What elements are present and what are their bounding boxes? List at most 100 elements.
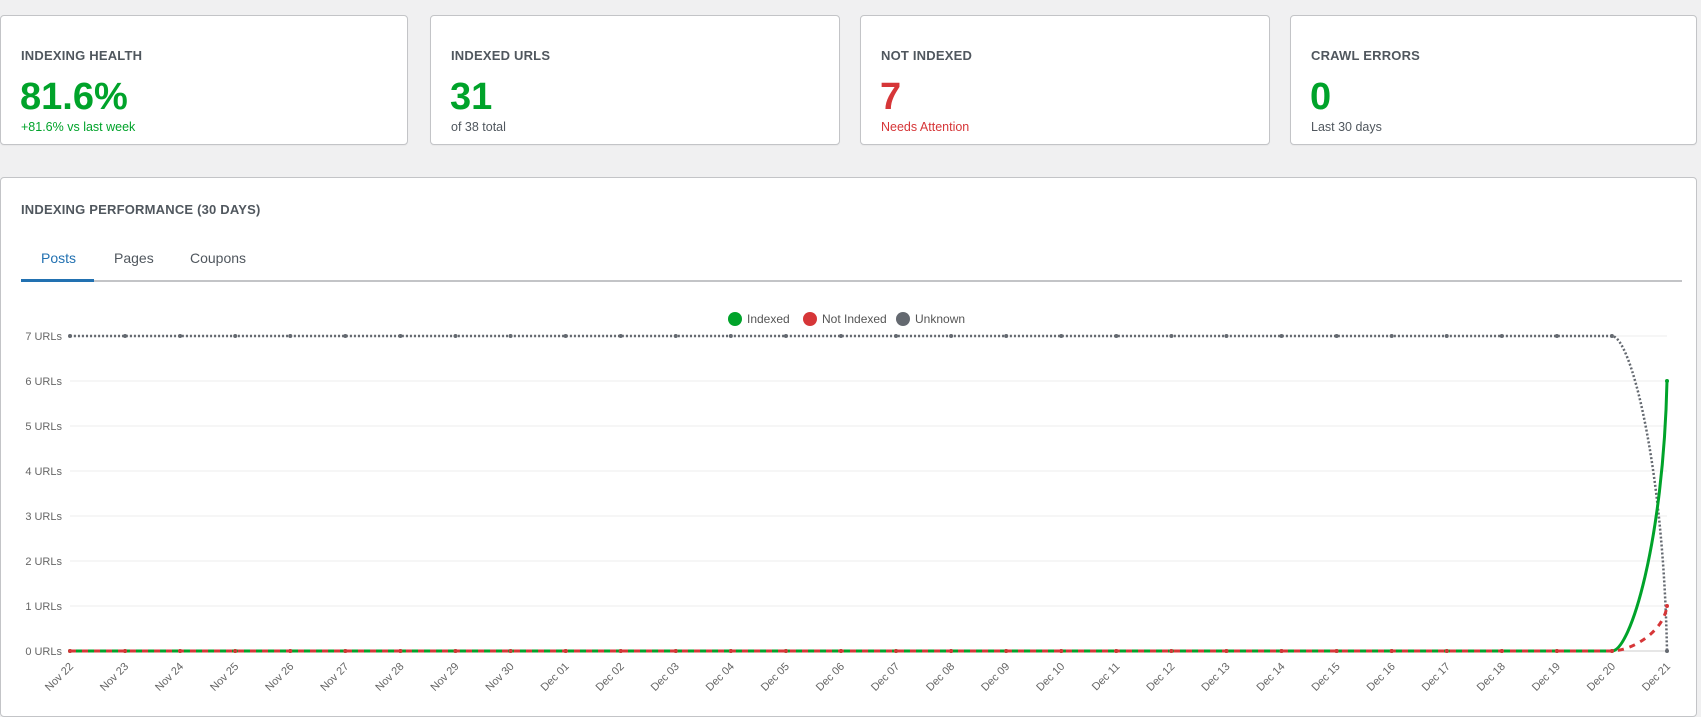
data-point: [949, 649, 954, 653]
data-point: [1224, 649, 1229, 653]
data-point: [1169, 334, 1174, 338]
x-tick-label: Nov 25: [208, 661, 241, 694]
data-point: [1114, 334, 1119, 338]
data-point: [1169, 649, 1174, 653]
data-point: [288, 649, 293, 653]
data-point: [123, 334, 128, 338]
x-tick-label: Nov 22: [43, 661, 76, 694]
x-tick-label: Nov 24: [153, 661, 186, 694]
tab-posts[interactable]: Posts: [41, 250, 77, 266]
data-point: [1334, 649, 1339, 653]
data-point: [123, 649, 128, 653]
x-tick-label: Nov 30: [484, 661, 517, 694]
card-title: NOT INDEXED: [881, 48, 973, 63]
data-point: [1665, 649, 1669, 653]
y-tick-label: 6 URLs: [25, 376, 62, 388]
data-point: [1665, 379, 1669, 383]
data-point: [618, 334, 623, 338]
card-crawl-errors: CRAWL ERRORS 0 Last 30 days: [1290, 15, 1697, 145]
card-value: 31: [450, 76, 493, 118]
data-point: [1279, 334, 1284, 338]
data-point: [1389, 334, 1394, 338]
data-point: [618, 649, 623, 653]
card-subtext: of 38 total: [451, 120, 506, 134]
x-tick-label: Dec 13: [1199, 661, 1232, 694]
active-tab-indicator: [21, 279, 94, 282]
data-point: [178, 649, 183, 653]
data-point: [1279, 649, 1284, 653]
x-tick-label: Nov 23: [98, 661, 131, 694]
data-point: [398, 334, 403, 338]
data-point: [398, 649, 403, 653]
tab-coupons[interactable]: Coupons: [190, 250, 247, 266]
data-point: [1665, 604, 1669, 608]
x-tick-label: Dec 20: [1585, 661, 1618, 694]
x-tick-label: Dec 05: [759, 661, 792, 694]
indexing-chart: 0 URLs 1 URLs 2 URLs 3 URLs 4 URLs 5 URLs 6 UR…: [25, 312, 1673, 694]
data-point: [728, 334, 733, 338]
card-title: INDEXED URLS: [451, 48, 551, 63]
data-point: [508, 334, 513, 338]
x-tick-label: Dec 11: [1090, 661, 1123, 694]
x-tick-label: Dec 21: [1640, 661, 1673, 694]
data-point: [1224, 334, 1229, 338]
tab-pages[interactable]: Pages: [114, 250, 154, 266]
x-tick-label: Dec 02: [594, 661, 627, 694]
card-title: INDEXING HEALTH: [21, 48, 143, 63]
x-tick-label: Dec 18: [1475, 661, 1508, 694]
data-point: [1499, 649, 1504, 653]
card-not-indexed: NOT INDEXED 7 Needs Attention: [860, 15, 1270, 145]
y-tick-label: 0 URLs: [25, 646, 62, 658]
data-point: [673, 649, 678, 653]
x-tick-label: Dec 01: [539, 661, 572, 694]
data-point: [453, 334, 458, 338]
data-point: [343, 334, 348, 338]
data-point: [1059, 649, 1064, 653]
y-tick-label: 1 URLs: [25, 601, 62, 613]
data-point: [1334, 334, 1339, 338]
data-point: [894, 334, 899, 338]
x-tick-label: Nov 28: [373, 661, 406, 694]
tab-bar: Posts Pages Coupons: [21, 238, 1682, 282]
data-point: [68, 334, 72, 338]
indexing-performance-panel: INDEXING PERFORMANCE (30 DAYS) Posts Pag…: [0, 177, 1697, 717]
x-tick-label: Dec 14: [1255, 661, 1288, 694]
data-point: [1004, 649, 1009, 653]
data-point: [178, 334, 183, 338]
data-point: [1114, 649, 1119, 653]
series-line-not-indexed: [69, 605, 1669, 653]
data-point: [894, 649, 899, 653]
data-point: [1554, 334, 1559, 338]
data-point: [838, 334, 843, 338]
data-point: [1499, 334, 1504, 338]
data-point: [1004, 334, 1009, 338]
data-point: [1059, 334, 1064, 338]
legend-label: Indexed: [747, 312, 790, 326]
card-value: 0: [1310, 76, 1332, 118]
x-tick-label: Dec 16: [1365, 661, 1398, 694]
legend-label: Unknown: [915, 312, 965, 326]
card-value: 7: [880, 76, 902, 118]
card-subtext: +81.6% vs last week: [21, 120, 136, 134]
x-tick-label: Dec 17: [1420, 661, 1453, 694]
data-point: [1609, 334, 1614, 338]
legend-swatch-indexed: [728, 312, 742, 326]
card-title: CRAWL ERRORS: [1311, 48, 1421, 63]
data-point: [453, 649, 458, 653]
panel-title: INDEXING PERFORMANCE (30 DAYS): [21, 202, 261, 217]
legend-swatch-unknown: [896, 312, 910, 326]
x-tick-label: Dec 08: [924, 661, 957, 694]
data-point: [343, 649, 348, 653]
data-point: [673, 334, 678, 338]
data-point: [288, 334, 293, 338]
x-tick-label: Nov 26: [263, 661, 296, 694]
data-point: [838, 649, 843, 653]
x-tick-label: Nov 29: [428, 661, 461, 694]
card-indexed-urls: INDEXED URLS 31 of 38 total: [430, 15, 840, 145]
x-tick-label: Dec 04: [704, 661, 737, 694]
data-point: [1609, 649, 1614, 653]
y-tick-label: 4 URLs: [25, 466, 62, 478]
y-tick-label: 3 URLs: [25, 511, 62, 523]
y-tick-label: 7 URLs: [25, 331, 62, 343]
data-point: [728, 649, 733, 653]
